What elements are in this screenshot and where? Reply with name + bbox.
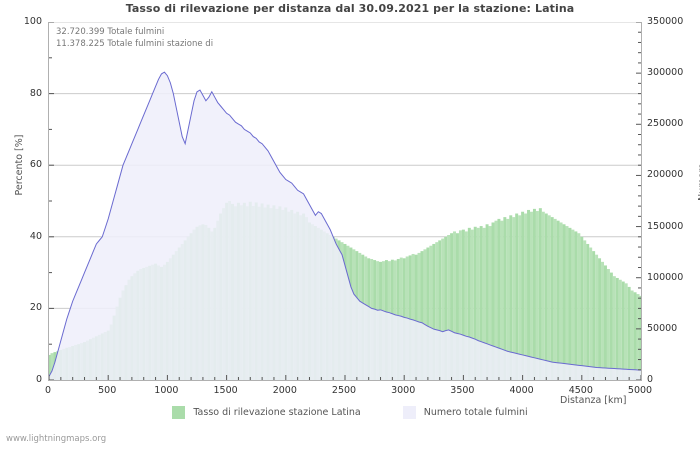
- y-right-tick-label: 200000: [647, 169, 684, 181]
- x-tick-label: 5000: [627, 385, 653, 396]
- x-tick-label: 1000: [154, 385, 179, 396]
- legend-swatch: [402, 406, 416, 419]
- y-left-tick-label: 0: [35, 374, 42, 385]
- x-tick-label: 0: [44, 385, 52, 396]
- y-axis-left-label: Percento [%]: [14, 134, 25, 196]
- legend-label: Tasso di rilevazione stazione Latina: [193, 407, 361, 418]
- y-left-tick-label: 20: [29, 302, 42, 314]
- y-left-tick-label: 60: [29, 159, 42, 171]
- x-tick-label: 500: [98, 385, 117, 396]
- y-left-tick-label: 80: [29, 87, 42, 99]
- inner-ticks: [49, 22, 641, 380]
- x-axis-label: Distanza [km]: [560, 395, 627, 406]
- y-right-tick-label: 300000: [647, 67, 684, 79]
- y-right-tick-label: 350000: [647, 16, 684, 27]
- footer-attribution: www.lightningmaps.org: [6, 434, 107, 444]
- x-tick-label: 1500: [213, 385, 238, 396]
- x-tick-label: 3500: [450, 385, 475, 396]
- x-tick-label: 4500: [568, 385, 593, 396]
- x-tick-label: 4000: [509, 385, 534, 396]
- x-tick-label: 2000: [272, 385, 297, 396]
- y-right-tick-label: 0: [647, 374, 654, 385]
- y-right-tick-label: 100000: [647, 271, 684, 283]
- total-lightning-area: [49, 72, 641, 380]
- y-left-tick-label: 100: [23, 16, 42, 27]
- page-title: Tasso di rilevazione per distanza dal 30…: [125, 2, 575, 15]
- plot-area: [48, 22, 642, 381]
- legend-item[interactable]: Numero totale fulmini: [402, 406, 528, 419]
- legend-swatch: [172, 406, 186, 419]
- y-right-tick-label: 50000: [647, 322, 678, 334]
- total-lightning-line: [49, 71, 641, 377]
- y-left-tick-label: 40: [29, 230, 42, 242]
- x-tick-label: 3000: [391, 385, 416, 396]
- y-right-tick-label: 250000: [647, 118, 684, 130]
- legend-label: Numero totale fulmini: [423, 407, 528, 418]
- annotation-station-lightning: 11.378.225 Totale fulmini stazione di: [56, 39, 214, 49]
- x-tick-label: 2500: [331, 385, 357, 396]
- legend-item[interactable]: Tasso di rilevazione stazione Latina: [172, 406, 361, 419]
- annotation-block: 32.720.399 Totale fulmini 11.378.225 Tot…: [56, 26, 213, 50]
- legend: Tasso di rilevazione stazione Latina Nume…: [0, 406, 700, 419]
- chart-canvas: [49, 22, 641, 380]
- y-right-tick-label: 150000: [647, 220, 684, 232]
- annotation-total-lightning: 32.720.399 Totale fulmini: [56, 27, 165, 37]
